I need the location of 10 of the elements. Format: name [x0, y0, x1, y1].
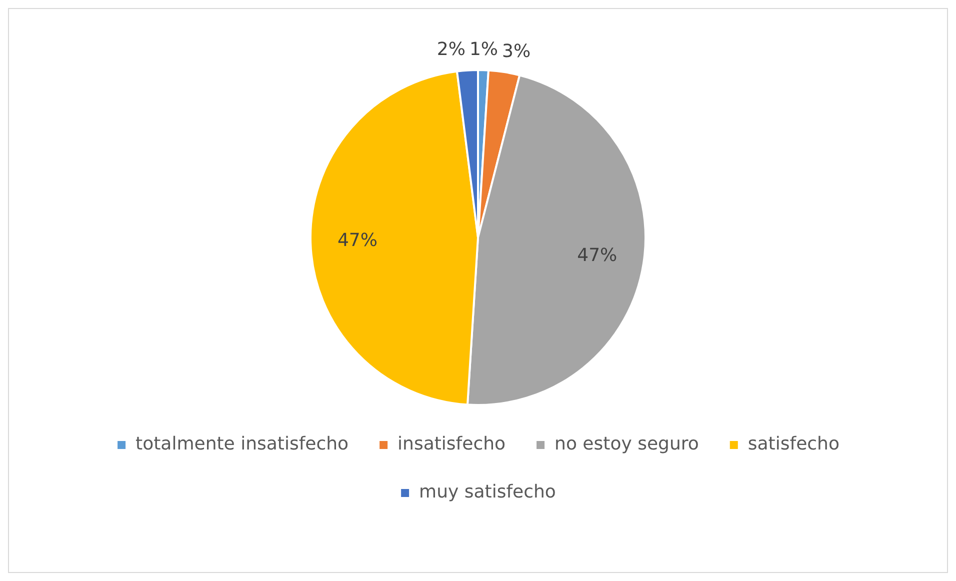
- data-label: 1%: [469, 38, 498, 60]
- data-label: 3%: [502, 40, 531, 62]
- legend-label: insatisfecho: [398, 434, 506, 455]
- legend-label: satisfecho: [748, 434, 840, 455]
- data-label: 2%: [436, 39, 466, 60]
- data-label: 47%: [577, 245, 618, 266]
- legend-label: totalmente insatisfecho: [136, 434, 349, 455]
- data-label: 47%: [337, 230, 378, 251]
- legend-label: no estoy seguro: [554, 434, 699, 455]
- legend-label: muy satisfecho: [419, 482, 556, 503]
